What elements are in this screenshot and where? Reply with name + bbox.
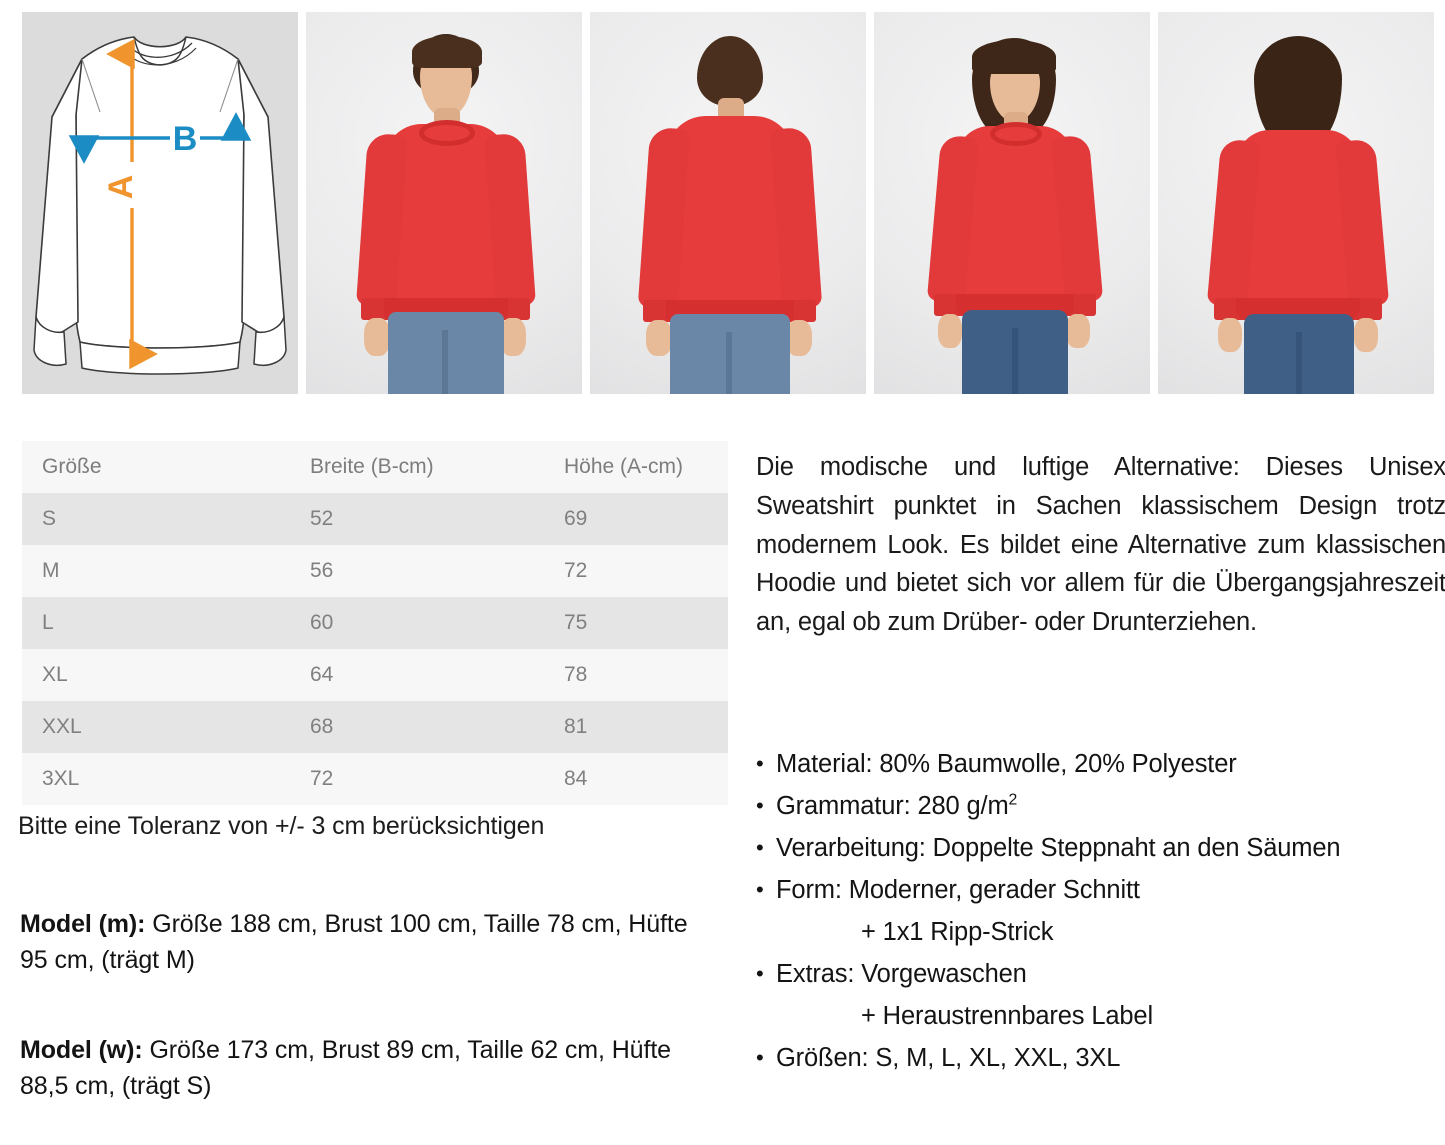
bullet-icon: • xyxy=(756,835,764,860)
feature-fit-continuation: + 1x1 Ripp-Strick xyxy=(861,918,1054,946)
model-female-front-panel xyxy=(874,12,1150,394)
header-height: Höhe (A-cm) xyxy=(530,441,728,493)
model-male-back-panel xyxy=(590,12,866,394)
table-row: L 60 75 xyxy=(22,597,728,649)
model-male-front-figure xyxy=(306,12,582,394)
product-features-list: • Material: 80% Baumwolle, 20% Polyester… xyxy=(756,743,1445,1079)
size-table: Größe Breite (B-cm) Höhe (A-cm) S 52 69 … xyxy=(22,441,728,805)
tolerance-note: Bitte eine Toleranz von +/- 3 cm berücks… xyxy=(18,812,545,840)
list-item: • Größen: S, M, L, XL, XXL, 3XL xyxy=(756,1037,1445,1079)
list-item: • Verarbeitung: Doppelte Steppnaht an de… xyxy=(756,827,1445,869)
list-item: • Grammatur: 280 g/m2 xyxy=(756,785,1445,827)
list-item: • Extras: Vorgewaschen xyxy=(756,953,1445,995)
cell-size: L xyxy=(22,597,274,649)
cell-size: XL xyxy=(22,649,274,701)
list-item: • Form: Moderner, gerader Schnitt xyxy=(756,869,1445,911)
model-female-back-figure xyxy=(1158,12,1434,394)
feature-sizes: Größen: S, M, L, XL, XXL, 3XL xyxy=(776,1044,1121,1072)
model-male-front-panel xyxy=(306,12,582,394)
cell-height: 78 xyxy=(530,649,728,701)
bullet-icon: • xyxy=(756,1045,764,1070)
model-male-back-figure xyxy=(590,12,866,394)
header-width: Breite (B-cm) xyxy=(274,441,530,493)
cell-width: 72 xyxy=(274,753,530,805)
feature-fit: Form: Moderner, gerader Schnitt xyxy=(776,876,1140,904)
table-row: XL 64 78 xyxy=(22,649,728,701)
cell-height: 81 xyxy=(530,701,728,753)
cell-height: 72 xyxy=(530,545,728,597)
cell-width: 52 xyxy=(274,493,530,545)
table-row: 3XL 72 84 xyxy=(22,753,728,805)
cell-width: 68 xyxy=(274,701,530,753)
model-female-back-panel xyxy=(1158,12,1434,394)
table-row: S 52 69 xyxy=(22,493,728,545)
feature-weight: Grammatur: 280 g/m2 xyxy=(776,785,1445,827)
cell-size: 3XL xyxy=(22,753,274,805)
model-female-measurements: Model (w): Größe 173 cm, Brust 89 cm, Ta… xyxy=(20,1032,720,1104)
feature-construction: Verarbeitung: Doppelte Steppnaht an den … xyxy=(776,834,1341,862)
model-male-measurements: Model (m): Größe 188 cm, Brust 100 cm, T… xyxy=(20,906,720,978)
table-header-row: Größe Breite (B-cm) Höhe (A-cm) xyxy=(22,441,728,493)
model-male-label: Model (m): xyxy=(20,910,146,938)
cell-height: 75 xyxy=(530,597,728,649)
feature-extras: Extras: Vorgewaschen xyxy=(776,960,1027,988)
product-description: Die modische und luftige Alternative: Di… xyxy=(756,453,1445,636)
model-female-front-figure xyxy=(874,12,1150,394)
cell-width: 64 xyxy=(274,649,530,701)
bullet-icon: • xyxy=(756,877,764,902)
cell-width: 60 xyxy=(274,597,530,649)
feature-weight-superscript: 2 xyxy=(1008,791,1018,809)
label-b: B xyxy=(173,120,198,158)
height-measure-arrow-a: A xyxy=(102,38,158,370)
product-image-strip: A B xyxy=(22,12,1434,394)
cell-height: 84 xyxy=(530,753,728,805)
sweatshirt-technical-drawing-icon: A B xyxy=(33,36,287,375)
feature-weight-text: Grammatur: 280 g/m xyxy=(776,792,1009,820)
model-female-label: Model (w): xyxy=(20,1036,143,1064)
model-female-text: Größe 173 cm, Brust 89 cm, Taille 62 cm,… xyxy=(20,1036,671,1100)
bullet-icon: • xyxy=(756,751,764,776)
table-row: XXL 68 81 xyxy=(22,701,728,753)
list-item: • Material: 80% Baumwolle, 20% Polyester xyxy=(756,743,1445,785)
feature-material: Material: 80% Baumwolle, 20% Polyester xyxy=(776,750,1237,778)
cell-width: 56 xyxy=(274,545,530,597)
table-row: M 56 72 xyxy=(22,545,728,597)
label-a: A xyxy=(102,175,140,200)
width-measure-arrow-b: B xyxy=(68,112,252,164)
cell-size: M xyxy=(22,545,274,597)
model-male-text: Größe 188 cm, Brust 100 cm, Taille 78 cm… xyxy=(20,910,688,974)
cell-height: 69 xyxy=(530,493,728,545)
measurement-diagram-panel: A B xyxy=(22,12,298,394)
bullet-icon: • xyxy=(756,793,764,818)
cell-size: S xyxy=(22,493,274,545)
header-size: Größe xyxy=(22,441,274,493)
bullet-icon: • xyxy=(756,961,764,986)
cell-size: XXL xyxy=(22,701,274,753)
feature-extras-continuation: + Heraustrennbares Label xyxy=(861,1002,1153,1030)
